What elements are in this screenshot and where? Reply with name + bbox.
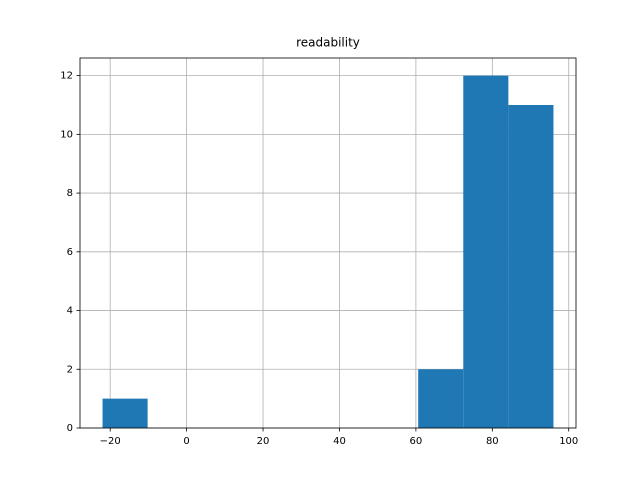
- x-tick-label: 80: [486, 436, 499, 447]
- y-tick-label: 10: [60, 129, 73, 140]
- y-tick-label: 2: [67, 364, 73, 375]
- x-tick-label: 40: [333, 436, 346, 447]
- x-tick-label: 20: [257, 436, 270, 447]
- y-tick-label: 12: [60, 71, 73, 82]
- bar: [102, 398, 148, 428]
- x-tick-label: 100: [559, 436, 578, 447]
- x-tick-label: −20: [100, 436, 121, 447]
- chart-title: readability: [296, 36, 360, 50]
- x-tick-label: 60: [410, 436, 423, 447]
- y-tick-label: 0: [67, 423, 73, 434]
- bar: [463, 75, 509, 428]
- x-tick-label: 0: [183, 436, 189, 447]
- y-tick-label: 4: [67, 306, 73, 317]
- y-tick-label: 6: [67, 247, 73, 258]
- y-tick-label: 8: [67, 188, 73, 199]
- plot-frame: [79, 57, 577, 429]
- bar: [508, 104, 554, 428]
- bar: [418, 369, 464, 428]
